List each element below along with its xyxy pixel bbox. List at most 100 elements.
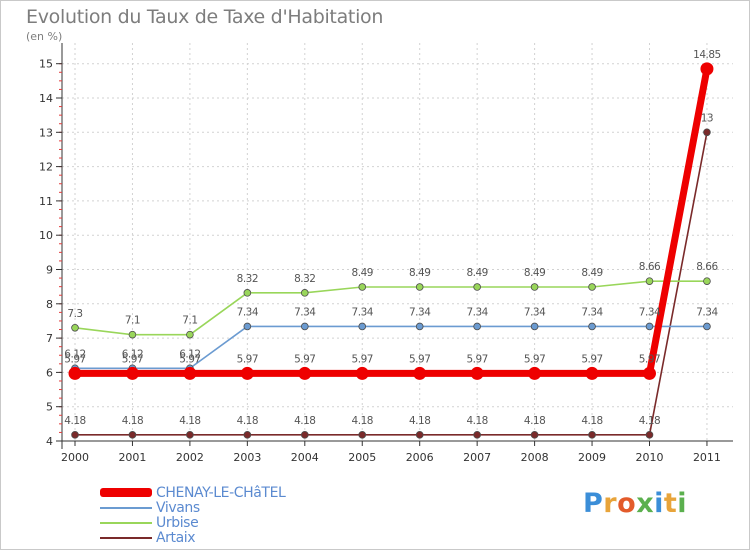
data-label-vivans: 6.12 <box>122 348 143 360</box>
data-point-chenay <box>240 366 254 380</box>
y-tick-label: 6 <box>46 366 53 379</box>
data-point-urbise <box>71 324 79 332</box>
data-label-urbise: 8.32 <box>237 273 258 285</box>
data-point-chenay <box>355 366 369 380</box>
data-point-artaix <box>703 128 711 137</box>
data-label-urbise: 8.66 <box>639 261 661 273</box>
x-tick-label: 2010 <box>636 451 664 464</box>
data-point-vivans <box>358 322 367 331</box>
data-point-vivans <box>473 322 481 331</box>
data-label-urbise: 8.49 <box>352 267 373 279</box>
logo-letter: x <box>636 488 655 519</box>
data-point-urbise <box>415 283 424 291</box>
y-tick-label: 15 <box>39 58 53 71</box>
legend-label-vivans: Vivans <box>156 500 200 516</box>
data-point-chenay <box>470 366 484 380</box>
data-label-urbise: 8.66 <box>696 261 718 273</box>
data-point-chenay <box>125 366 139 380</box>
legend-label-urbise: Urbise <box>156 515 199 531</box>
data-label-chenay: 5.97 <box>294 353 315 365</box>
y-tick-label: 12 <box>39 161 53 174</box>
data-label-vivans: 7.34 <box>524 306 546 318</box>
legend-item-urbise[interactable]: Urbise <box>100 515 360 531</box>
logo-letter: P <box>583 488 604 519</box>
legend-swatch-urbise <box>100 522 152 524</box>
data-label-chenay: 5.97 <box>409 353 430 365</box>
chart-title: Evolution du Taux de Taxe d'Habitation <box>26 6 384 28</box>
data-label-urbise: 7.1 <box>182 315 197 327</box>
data-point-artaix <box>645 431 654 439</box>
legend: CHENAY-LE-CHâTEL Vivans Urbise Artaix <box>100 485 360 546</box>
data-label-vivans: 7.34 <box>294 306 316 318</box>
data-label-artaix: 4.18 <box>237 415 258 427</box>
data-label-artaix: 4.18 <box>524 415 545 427</box>
data-label-chenay: 5.97 <box>581 353 602 365</box>
y-tick-label: 4 <box>46 435 53 448</box>
logo-letter: t <box>663 488 678 519</box>
legend-swatch-vivans <box>100 507 152 509</box>
data-label-artaix: 4.18 <box>639 415 660 427</box>
data-label-chenay: 14.85 <box>693 49 721 61</box>
x-tick-label: 2011 <box>693 451 721 464</box>
data-point-chenay <box>528 366 542 380</box>
data-point-urbise <box>703 277 711 285</box>
data-point-urbise <box>128 330 137 339</box>
data-label-urbise: 8.49 <box>581 267 602 279</box>
data-label-artaix: 4.18 <box>64 415 85 427</box>
data-point-chenay <box>298 366 312 380</box>
proxiti-logo: Proxiti <box>583 488 687 519</box>
x-tick-label: 2001 <box>118 451 146 464</box>
legend-item-vivans[interactable]: Vivans <box>100 500 360 516</box>
data-point-urbise <box>530 283 539 291</box>
data-label-chenay: 5.97 <box>352 353 373 365</box>
y-tick-label: 10 <box>39 229 53 242</box>
y-tick-label: 14 <box>39 92 53 105</box>
series-line-chenay <box>71 65 711 377</box>
data-point-artaix <box>71 431 79 439</box>
data-point-urbise <box>588 283 596 291</box>
data-label-artaix: 13 <box>701 112 713 124</box>
data-point-vivans <box>530 322 539 331</box>
y-tick-label: 13 <box>39 126 53 139</box>
data-label-chenay: 5.97 <box>122 353 143 365</box>
data-point-vivans <box>588 322 596 331</box>
data-label-vivans: 7.34 <box>466 306 488 318</box>
x-tick-label: 2007 <box>463 451 491 464</box>
data-point-artaix <box>128 431 137 439</box>
data-point-artaix <box>588 431 596 439</box>
data-point-vivans <box>645 322 654 331</box>
data-label-chenay: 5.97 <box>466 353 487 365</box>
x-tick-label: 2000 <box>61 451 89 464</box>
data-point-vivans <box>243 322 252 331</box>
x-tick-label: 2009 <box>578 451 606 464</box>
data-point-chenay <box>585 366 599 380</box>
data-point-chenay <box>413 366 427 380</box>
data-point-artaix <box>300 431 309 439</box>
series-line-vivans <box>74 325 708 370</box>
y-tick-label: 9 <box>46 264 53 277</box>
data-point-vivans <box>703 322 711 331</box>
data-label-artaix: 4.18 <box>294 415 315 427</box>
x-tick-label: 2005 <box>348 451 376 464</box>
logo-letter: r <box>603 488 618 519</box>
data-label-vivans: 7.34 <box>696 306 718 318</box>
legend-label-artaix: Artaix <box>156 530 196 546</box>
legend-label-chenay: CHENAY-LE-CHâTEL <box>156 485 286 501</box>
unit-label: (en %) <box>26 30 63 43</box>
legend-item-chenay[interactable]: CHENAY-LE-CHâTEL <box>100 485 360 501</box>
logo-letter: i <box>654 488 664 519</box>
data-label-urbise: 8.49 <box>466 267 487 279</box>
data-label-artaix: 4.18 <box>352 415 373 427</box>
data-point-artaix <box>186 431 194 439</box>
data-point-urbise <box>645 277 654 285</box>
data-point-chenay <box>68 366 82 380</box>
data-label-artaix: 4.18 <box>581 415 602 427</box>
data-label-urbise: 7.3 <box>67 308 82 320</box>
legend-item-artaix[interactable]: Artaix <box>100 530 360 546</box>
data-label-vivans: 7.34 <box>639 306 661 318</box>
x-tick-label: 2006 <box>406 451 434 464</box>
data-point-urbise <box>243 289 252 297</box>
data-label-chenay: 5.97 <box>237 353 258 365</box>
